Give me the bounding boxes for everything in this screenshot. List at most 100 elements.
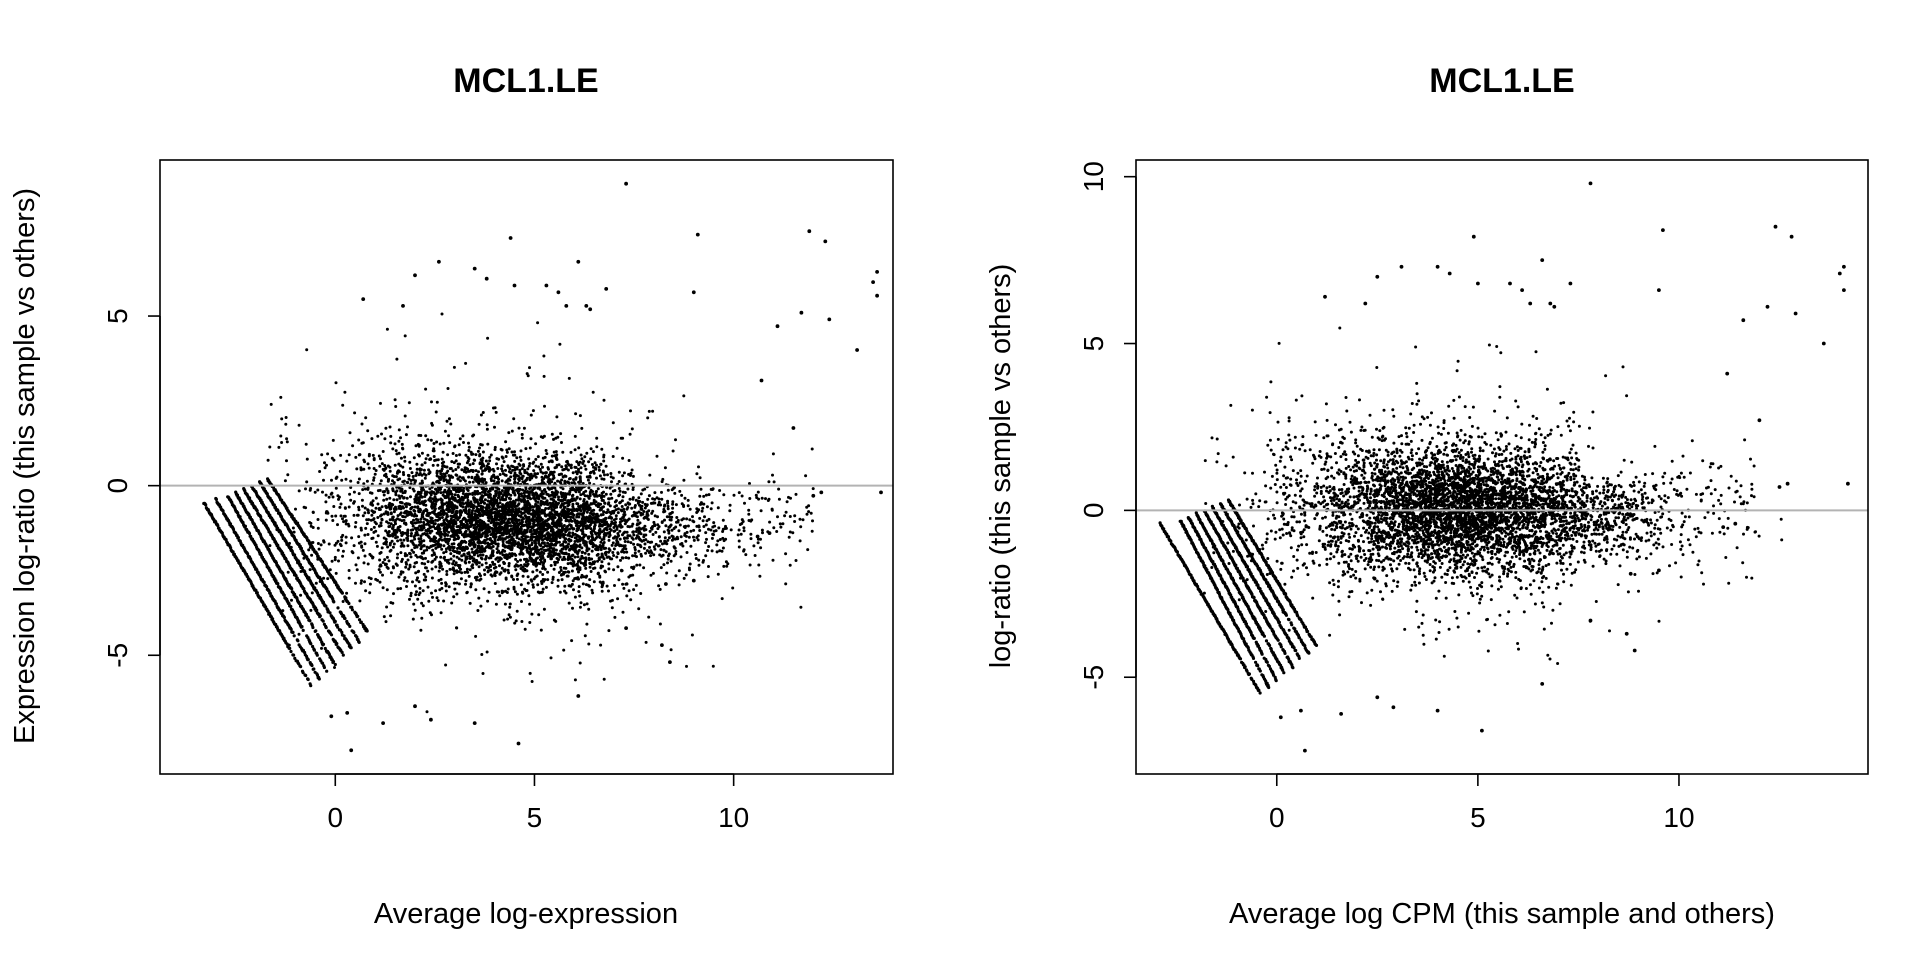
- data-point-left-3541: [413, 509, 417, 513]
- data-point-left-3220: [628, 497, 632, 501]
- data-point-left-2648: [580, 426, 584, 430]
- data-point-left-923: [349, 646, 353, 650]
- data-point-left-3831: [360, 544, 364, 548]
- data-point-left-3644: [284, 422, 288, 426]
- data-point-left-2972: [372, 458, 376, 462]
- data-point-left-2412: [449, 422, 453, 426]
- data-point-left-4507: [305, 348, 309, 352]
- data-point-left-4103: [706, 575, 710, 579]
- data-point-left-164: [221, 509, 225, 513]
- data-point-left-4355: [394, 405, 398, 408]
- data-point-left-3908: [608, 527, 612, 531]
- data-point-left-1326: [470, 547, 474, 551]
- data-point-left-4428: [472, 553, 476, 557]
- data-point-left-595: [323, 646, 327, 651]
- data-point-left-3819: [566, 562, 570, 566]
- data-point-left-4344: [623, 491, 627, 494]
- data-point-left-3613: [485, 423, 489, 427]
- data-point-left-2714: [395, 357, 399, 361]
- data-point-left-4711: [452, 554, 456, 558]
- data-point-left-388: [274, 579, 278, 583]
- data-point-left-2490: [462, 441, 465, 444]
- data-point-left-3505: [360, 498, 364, 502]
- data-point-left-4866: [568, 584, 572, 588]
- data-point-left-2012: [652, 520, 656, 524]
- data-point-left-3729: [452, 595, 456, 599]
- data-point-left-2633: [520, 436, 524, 440]
- data-point-left-3195: [698, 516, 702, 520]
- data-point-left-3830: [609, 516, 613, 520]
- data-point-left-2816: [337, 559, 340, 563]
- data-point-left-2981: [721, 518, 725, 522]
- data-point-left-3808: [527, 464, 531, 468]
- data-point-left-4714: [495, 462, 498, 466]
- data-point-left-2943: [363, 554, 367, 558]
- data-point-left-3582: [357, 505, 361, 509]
- data-point-left-3466: [513, 468, 517, 472]
- data-point-left-2418: [415, 462, 419, 466]
- data-point-left-2021: [661, 542, 664, 546]
- data-point-left-3009: [481, 469, 485, 473]
- data-point-left-4214: [527, 594, 531, 598]
- data-point-left-712: [302, 587, 306, 591]
- data-point-left-3094: [571, 606, 574, 610]
- data-point-left-4087: [514, 553, 518, 557]
- data-point-left-3575: [509, 524, 513, 528]
- data-point-left-2871: [288, 541, 291, 545]
- data-point-left-3187: [526, 472, 530, 476]
- data-point-left-2339: [448, 567, 452, 571]
- data-point-left-4387: [344, 519, 348, 523]
- data-point-left-3711: [639, 492, 643, 496]
- data-point-left-3631: [431, 548, 435, 552]
- data-point-left-2180: [574, 412, 578, 416]
- data-point-left-3956: [550, 480, 554, 484]
- data-point-left-4970: [412, 550, 416, 554]
- data-point-left-3057: [434, 546, 438, 550]
- data-point-left-1413: [373, 472, 377, 476]
- data-point-left-3030: [399, 456, 403, 460]
- data-point-left-1899: [409, 495, 412, 499]
- data-point-left-151: [309, 684, 313, 688]
- data-point-left-2311: [662, 530, 666, 534]
- data-point-left-3878: [656, 527, 660, 531]
- data-point-left-3305: [519, 563, 523, 567]
- data-point-left-3497: [279, 395, 283, 399]
- data-point-left-3652: [336, 548, 340, 552]
- data-point-left-3486: [666, 499, 670, 503]
- data-point-left-590: [319, 638, 323, 642]
- data-point-left-2992: [627, 575, 631, 579]
- data-point-left-1900: [334, 571, 338, 575]
- data-point-left-1936: [688, 507, 692, 511]
- data-point-left-3888: [715, 550, 719, 554]
- data-point-left-4702: [517, 507, 521, 511]
- data-point-left-2357: [368, 591, 372, 595]
- data-point-left-4167: [557, 571, 561, 574]
- data-point-left-3108: [486, 336, 490, 340]
- data-point-left-2611: [450, 601, 454, 605]
- data-point-left-4343: [705, 537, 708, 541]
- data-point-left-4320: [465, 487, 469, 491]
- data-point-left-1787: [434, 565, 438, 569]
- data-point-left-2734: [283, 479, 287, 483]
- data-point-left-4808: [414, 479, 417, 483]
- data-point-left-4067: [364, 589, 368, 593]
- data-point-left-2837: [522, 426, 526, 430]
- data-point-left-2770: [466, 570, 470, 574]
- data-point-left-2644: [351, 444, 355, 448]
- data-point-left-3111: [556, 584, 560, 588]
- data-point-left-1588: [356, 556, 360, 560]
- data-point-left-2573: [647, 615, 651, 619]
- data-point-left-764: [341, 653, 345, 657]
- data-point-left-4732: [557, 528, 561, 532]
- data-point-left-3459: [436, 518, 440, 522]
- data-point-left-2847: [386, 491, 390, 495]
- data-point-left-3431: [516, 481, 520, 485]
- data-point-left-4688: [567, 508, 571, 512]
- data-point-left-1209: [350, 605, 354, 610]
- data-point-left-1750: [316, 488, 320, 492]
- data-point-left-4782: [589, 447, 593, 451]
- data-point-left-3957: [409, 507, 413, 511]
- data-point-left-3445: [446, 542, 450, 546]
- data-point-left-3206: [379, 479, 383, 483]
